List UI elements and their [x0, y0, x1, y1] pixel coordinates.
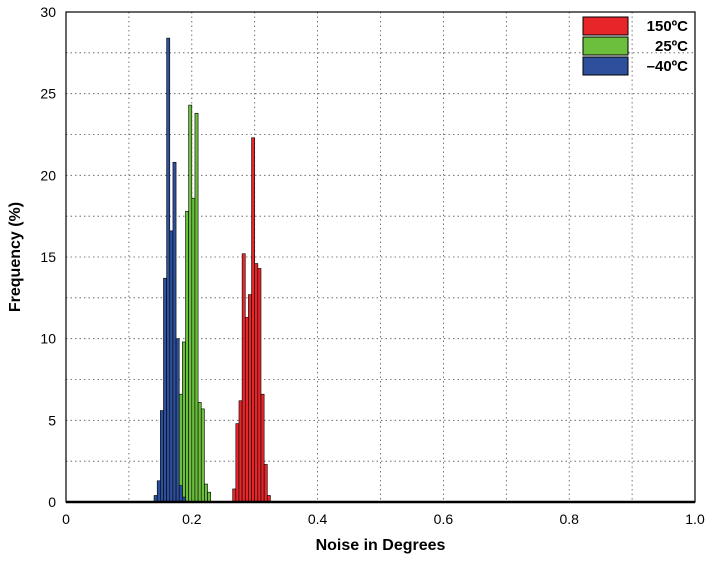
y-tick-label: 10 [40, 331, 56, 347]
y-axis-title: Frequency (%) [7, 202, 24, 312]
series-2 [153, 37, 186, 503]
x-axis-ticks: 0 0.2 0.4 0.6 0.8 1.0 [62, 511, 705, 527]
y-tick-label: 5 [48, 412, 56, 428]
legend-swatch [582, 16, 629, 36]
y-tick-label: 20 [40, 167, 56, 183]
x-tick-label: 0.8 [559, 511, 579, 527]
x-axis-title: Noise in Degrees [316, 537, 446, 554]
legend: 150ºC 25ºC –40ºC [582, 16, 689, 76]
x-tick-label: 0.2 [182, 511, 202, 527]
histogram-bar [244, 317, 249, 503]
histogram-bar [251, 137, 255, 503]
histogram-bar [200, 408, 205, 503]
histogram-bar [238, 400, 243, 503]
x-tick-label: 0.6 [434, 511, 454, 527]
y-tick-label: 0 [48, 494, 56, 510]
histogram-bar [188, 104, 193, 503]
histogram-bar [169, 230, 174, 503]
plot-frame [65, 11, 696, 503]
histogram-bar [175, 338, 180, 503]
legend-label: –40ºC [647, 58, 689, 75]
histogram-bar [178, 485, 183, 503]
histogram-bar [241, 253, 246, 503]
histogram-bar [204, 483, 208, 503]
y-tick-label: 15 [40, 249, 56, 265]
histogram-bar [257, 268, 262, 503]
histogram-bar [263, 464, 268, 503]
y-tick-label: 25 [40, 86, 56, 102]
histogram-bars [66, 37, 695, 504]
x-tick-label: 0.4 [308, 511, 328, 527]
histogram-bar [156, 480, 161, 503]
histogram-bar [160, 410, 164, 503]
histogram-bar [172, 161, 177, 503]
series-0 [232, 137, 271, 503]
histogram-bar [235, 423, 240, 503]
histogram-bar [197, 402, 202, 503]
x-tick-label: 1.0 [685, 511, 705, 527]
histogram-bar [248, 294, 252, 503]
histogram-bar [191, 197, 196, 503]
histogram-bar [232, 488, 237, 503]
x-tick-label: 0 [62, 511, 70, 527]
legend-label: 150ºC [647, 18, 689, 35]
y-axis-ticks: 0 5 10 15 20 25 30 [40, 4, 56, 510]
legend-swatch [582, 36, 629, 56]
histogram-bar [260, 393, 265, 503]
histogram-bar [254, 263, 259, 503]
legend-label: 25ºC [655, 38, 688, 55]
y-tick-label: 30 [40, 4, 56, 20]
histogram-bar [185, 210, 189, 503]
histogram-bar [182, 341, 186, 503]
histogram-bar [163, 277, 167, 503]
histogram-bar [207, 491, 211, 503]
legend-swatch [582, 56, 629, 76]
histogram-bar [194, 112, 199, 503]
histogram-bar [166, 37, 171, 503]
